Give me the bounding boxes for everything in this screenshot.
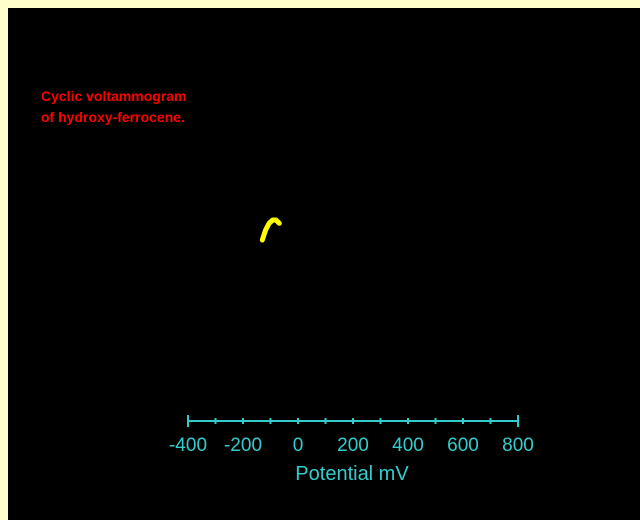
x-tick-label: -400 <box>169 435 207 456</box>
x-tick-label: 0 <box>293 435 304 456</box>
x-axis-label: Potential mV <box>295 463 409 485</box>
plot-area <box>8 8 640 520</box>
chart-title: Cyclic voltammogram <box>41 88 187 104</box>
voltammogram-trace <box>259 217 282 243</box>
x-tick-label: 400 <box>392 435 424 456</box>
trace-group <box>259 217 282 243</box>
x-tick-label: 200 <box>337 435 369 456</box>
x-axis: -400 -200 0 200 400 600 800 <box>169 415 534 456</box>
x-tick-label: 800 <box>502 435 534 456</box>
x-tick-label: -200 <box>224 435 262 456</box>
chart-subtitle: of hydroxy-ferrocene. <box>41 109 185 125</box>
x-tick-label: 600 <box>447 435 479 456</box>
